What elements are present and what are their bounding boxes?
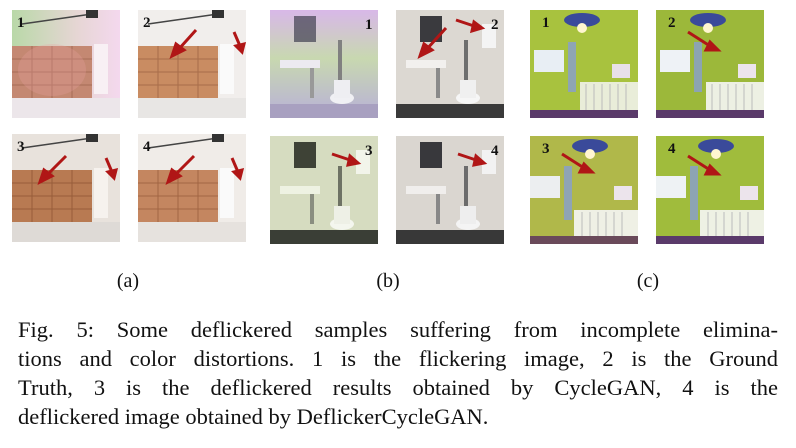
- tile-number: 4: [491, 143, 499, 159]
- tile-number: 1: [17, 15, 25, 31]
- bathroom-image-3-cyclegan: 3: [270, 136, 378, 244]
- garage-scene: [12, 10, 120, 118]
- tile-number: 2: [668, 15, 676, 31]
- tile-number: 1: [542, 15, 550, 31]
- nursery-scene: [530, 136, 638, 244]
- tile-number: 4: [143, 139, 151, 155]
- arrow-icon: [687, 30, 722, 52]
- nursery-scene: [530, 10, 638, 118]
- bathroom-scene: [270, 10, 378, 118]
- bathroom-scene: [270, 136, 378, 244]
- nursery-image-4-deflickercyclegan: 4: [656, 136, 764, 244]
- nursery-scene: [656, 136, 764, 244]
- figure-caption: Fig. 5: Some deflickered samples sufferi…: [18, 315, 778, 431]
- bathroom-image-4-deflickercyclegan: 4: [396, 136, 504, 244]
- garage-image-1-flickering: 1: [12, 10, 120, 118]
- garage-scene: [12, 134, 120, 242]
- bathroom-image-1-flickering: 1: [270, 10, 378, 118]
- nursery-image-3-cyclegan: 3: [530, 136, 638, 244]
- garage-scene: [138, 134, 246, 242]
- tile-number: 2: [491, 17, 499, 33]
- nursery-scene: [656, 10, 764, 118]
- arrow-icon: [687, 154, 722, 176]
- tile-number: 2: [143, 15, 151, 31]
- bathroom-image-2-ground-truth: 2: [396, 10, 504, 118]
- tile-number: 3: [365, 143, 373, 159]
- bathroom-scene: [396, 136, 504, 244]
- arrow-icon: [561, 152, 596, 174]
- arrow-icon: [331, 152, 362, 167]
- caption-line: tions and color distortions. 1 is the fl…: [18, 346, 778, 371]
- tile-number: 3: [17, 139, 25, 155]
- panel-label-a: (a): [116, 270, 140, 292]
- garage-image-3-cyclegan: 3: [12, 134, 120, 242]
- nursery-image-1-flickering: 1: [530, 10, 638, 118]
- arrow-icon: [457, 152, 488, 167]
- tile-number: 3: [542, 141, 550, 157]
- panel-label-c: (c): [636, 270, 660, 292]
- garage-scene: [138, 10, 246, 118]
- tile-number: 4: [668, 141, 676, 157]
- garage-image-2-ground-truth: 2: [138, 10, 246, 118]
- caption-line: deflickered image obtained by DeflickerC…: [18, 404, 489, 429]
- nursery-image-2-ground-truth: 2: [656, 10, 764, 118]
- arrow-icon: [169, 28, 246, 59]
- arrow-icon: [417, 18, 486, 59]
- arrow-icon: [165, 154, 245, 185]
- panel-label-b: (b): [376, 270, 400, 292]
- caption-line: Truth, 3 is the deflickered results obta…: [18, 375, 778, 400]
- caption-line: Fig. 5: Some deflickered samples sufferi…: [18, 317, 778, 342]
- tile-number: 1: [365, 17, 373, 33]
- garage-image-4-deflickercyclegan: 4: [138, 134, 246, 242]
- arrow-icon: [37, 154, 119, 185]
- bathroom-scene: [396, 10, 504, 118]
